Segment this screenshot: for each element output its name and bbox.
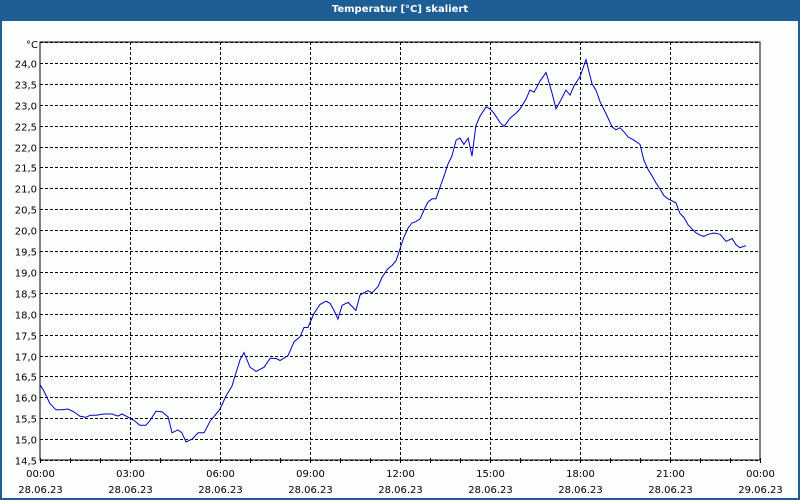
y-tick-label: 18,0 <box>15 311 37 322</box>
y-tick-label: 14,5 <box>15 457 37 468</box>
svg-text:06:00: 06:00 <box>206 469 235 480</box>
svg-text:18:00: 18:00 <box>566 469 595 480</box>
chart-area: 14,5 15,0 15,5 16,0 16,5 17,0 17,5 18,0 18,5 19,0… <box>2 21 798 498</box>
x-tick-label: 15:00 28.06.23 <box>468 469 513 496</box>
svg-text:28.06.23: 28.06.23 <box>648 485 693 496</box>
svg-text:28.06.23: 28.06.23 <box>288 485 333 496</box>
y-tick-label: 20,0 <box>15 227 37 238</box>
y-tick-label: 17,0 <box>15 353 37 364</box>
svg-text:28.06.23: 28.06.23 <box>198 485 243 496</box>
svg-text:09:00: 09:00 <box>296 469 325 480</box>
y-tick-label: 16,5 <box>15 373 37 384</box>
plot-frame <box>39 41 761 461</box>
grid <box>40 42 761 463</box>
svg-text:12:00: 12:00 <box>386 469 415 480</box>
svg-text:29.06.23: 29.06.23 <box>738 485 783 496</box>
y-tick-label: 15,0 <box>15 436 37 447</box>
svg-text:03:00: 03:00 <box>116 469 145 480</box>
y-tick-label: 24,0 <box>15 60 37 71</box>
x-tick-label: 06:00 28.06.23 <box>198 469 243 496</box>
y-tick-label: 17,5 <box>15 332 37 343</box>
svg-text:28.06.23: 28.06.23 <box>378 485 423 496</box>
y-axis-unit: °C <box>26 40 38 51</box>
y-tick-label: 19,0 <box>15 269 37 280</box>
y-tick-label: 22,0 <box>15 144 37 155</box>
x-tick-label: 12:00 28.06.23 <box>378 469 423 496</box>
svg-text:28.06.23: 28.06.23 <box>468 485 513 496</box>
svg-text:00:00: 00:00 <box>746 469 775 480</box>
y-tick-label: 21,0 <box>15 185 37 196</box>
y-tick-label: 20,5 <box>15 206 37 217</box>
x-tick-label: 09:00 28.06.23 <box>288 469 333 496</box>
svg-text:15:00: 15:00 <box>476 469 505 480</box>
y-tick-label: 18,5 <box>15 290 37 301</box>
y-tick-label: 22,5 <box>15 123 37 134</box>
y-tick-label: 21,5 <box>15 164 37 175</box>
svg-text:28.06.23: 28.06.23 <box>108 485 153 496</box>
x-axis: 00:0028.06.2303:0028.06.2306:0028.06.230… <box>18 469 783 496</box>
svg-text:00:00: 00:00 <box>26 469 55 480</box>
x-tick-label: 18:00 28.06.23 <box>558 469 603 496</box>
window-title: Temperatur [°C] skaliert <box>331 4 469 15</box>
temperature-chart: 14,5 15,0 15,5 16,0 16,5 17,0 17,5 18,0 18,5 19,0… <box>15 40 783 496</box>
y-axis: 14,5 15,0 15,5 16,0 16,5 17,0 17,5 18,0 18,5 19,0… <box>15 60 37 468</box>
svg-text:28.06.23: 28.06.23 <box>18 485 63 496</box>
svg-text:28.06.23: 28.06.23 <box>558 485 603 496</box>
temperature-line <box>39 57 747 443</box>
x-tick-label: 00:00 29.06.23 <box>738 469 783 496</box>
x-tick-label: 00:00 28.06.23 <box>18 469 63 496</box>
y-tick-label: 16,0 <box>15 394 37 405</box>
y-tick-label: 23,0 <box>15 102 37 113</box>
y-tick-label: 19,5 <box>15 248 37 259</box>
svg-text:21:00: 21:00 <box>656 469 685 480</box>
x-tick-label: 03:00 28.06.23 <box>108 469 153 496</box>
x-tick-label: 21:00 28.06.23 <box>648 469 693 496</box>
y-tick-label: 15,5 <box>15 415 37 426</box>
y-tick-label: 23,5 <box>15 81 37 92</box>
